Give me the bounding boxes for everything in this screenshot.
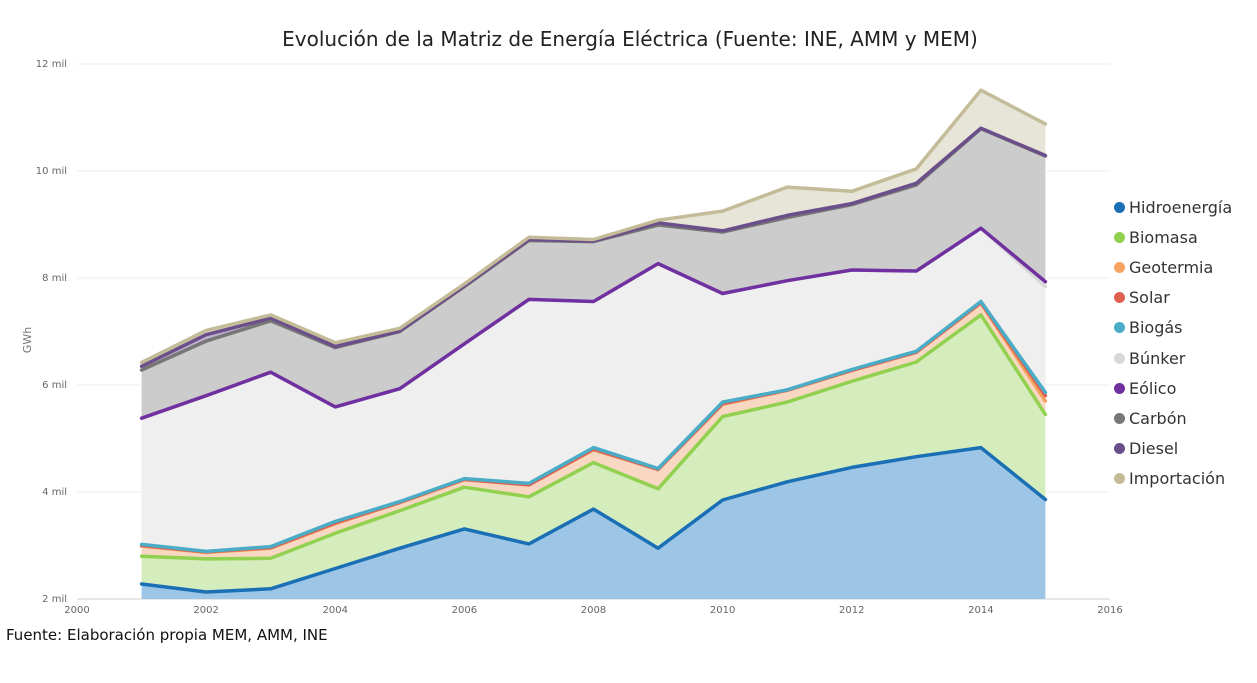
legend-dot-icon: [1114, 322, 1125, 334]
area-hidroenergia: [141, 447, 1046, 599]
x-tick-label: 2004: [323, 605, 348, 616]
legend-label: Búnker: [1129, 348, 1186, 368]
legend-dot-icon: [1114, 231, 1125, 243]
x-tick-label: 2010: [710, 605, 735, 616]
line-eolico: [139, 226, 1048, 420]
legend-item-bunker[interactable]: Búnker: [1114, 343, 1232, 373]
legend-item-biogas[interactable]: Biogás: [1114, 313, 1232, 343]
line-biomasa: [139, 313, 1048, 561]
y-tick-label: 12 mil: [36, 59, 67, 70]
y-tick-label: 2 mil: [42, 594, 67, 605]
y-tick-label: 8 mil: [42, 273, 67, 284]
legend-label: Hidroenergía: [1129, 197, 1233, 217]
legend-dot-icon: [1114, 443, 1125, 455]
legend-item-carbon[interactable]: Carbón: [1114, 403, 1232, 433]
x-tick-label: 2014: [968, 605, 993, 616]
legend-dot-icon: [1114, 292, 1125, 304]
legend-label: Carbón: [1129, 408, 1187, 428]
legend-label: Biomasa: [1129, 227, 1198, 247]
area-bunker: [141, 228, 1046, 552]
y-tick-label: 6 mil: [42, 380, 67, 391]
y-tick-label: 10 mil: [36, 166, 67, 177]
legend-item-geotermia[interactable]: Geotermia: [1114, 252, 1232, 282]
x-tick-label: 2002: [193, 605, 218, 616]
legend-label: Eólico: [1129, 378, 1177, 398]
legend-dot-icon: [1114, 382, 1125, 394]
x-tick-label: 2008: [581, 605, 606, 616]
legend-label: Geotermia: [1129, 257, 1214, 277]
legend-dot-icon: [1114, 473, 1125, 485]
legend-item-solar[interactable]: Solar: [1114, 283, 1232, 313]
legend-item-hidroenergia[interactable]: Hidroenergía: [1114, 192, 1232, 222]
legend-dot-icon: [1114, 352, 1125, 364]
line-biogas: [139, 299, 1048, 554]
legend-label: Biogás: [1129, 318, 1183, 338]
chart-title: Evolución de la Matriz de Energía Eléctr…: [282, 27, 978, 51]
x-tick-label: 2012: [839, 605, 864, 616]
area-carbon: [141, 128, 1046, 419]
series-lines: [139, 88, 1048, 594]
legend-item-biomasa[interactable]: Biomasa: [1114, 222, 1232, 252]
x-tick-label: 2016: [1097, 605, 1122, 616]
legend-label: Importación: [1129, 469, 1226, 489]
line-hidroenergia: [139, 445, 1048, 594]
legend-label: Diesel: [1129, 439, 1179, 459]
legend-dot-icon: [1114, 261, 1125, 273]
area-fills: [141, 90, 1046, 599]
source-note: Fuente: Elaboración propia MEM, AMM, INE: [6, 626, 328, 644]
legend-item-eolico[interactable]: Eólico: [1114, 373, 1232, 403]
legend-item-importacion[interactable]: Importación: [1114, 464, 1232, 494]
y-axis-label: GWh: [21, 327, 34, 353]
line-importacion: [139, 88, 1048, 365]
x-tick-label: 2006: [452, 605, 477, 616]
axes: GWh 2 mil 4 mil 6 mil 8 mil 10 mil 12 mil 2000…: [21, 59, 1123, 616]
y-tick-label: 4 mil: [42, 487, 67, 498]
x-tick-label: 2000: [64, 605, 89, 616]
legend-label: Solar: [1129, 288, 1170, 308]
legend-dot-icon: [1114, 412, 1125, 424]
legend-item-diesel[interactable]: Diesel: [1114, 434, 1232, 464]
legend: Hidroenergía Biomasa Geotermia Solar Biogás B…: [1114, 192, 1232, 494]
legend-dot-icon: [1114, 201, 1125, 213]
area-geotermia: [141, 303, 1046, 559]
